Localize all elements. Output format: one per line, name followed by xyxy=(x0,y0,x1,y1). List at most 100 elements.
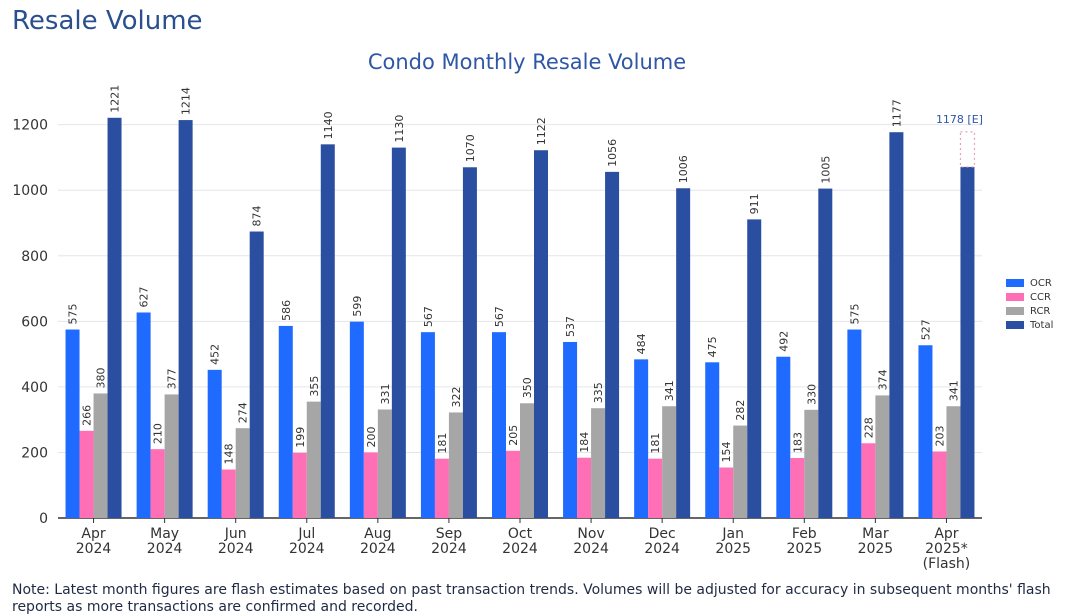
legend-swatch-total xyxy=(1006,321,1024,329)
bar-ccr xyxy=(719,467,734,518)
data-label-rcr: 282 xyxy=(734,400,747,421)
x-tick-label-line: (Flash) xyxy=(923,556,971,572)
bar-ccr xyxy=(221,469,236,518)
data-label-total: 1122 xyxy=(535,117,548,145)
bar-rcr xyxy=(520,403,534,518)
x-tick-label-line: 2024 xyxy=(502,541,538,557)
bar-total xyxy=(960,166,975,518)
bar-ccr xyxy=(292,452,307,518)
x-tick-label-line: Feb xyxy=(792,526,817,542)
bar-total xyxy=(178,120,193,519)
x-tick-label: Mar 2025 xyxy=(858,526,894,557)
x-tick-label-line: Mar xyxy=(862,526,889,542)
data-label-rcr: 350 xyxy=(521,377,534,398)
data-label-rcr: 274 xyxy=(237,402,250,423)
bar-total xyxy=(107,117,122,519)
data-label-ccr: 210 xyxy=(152,423,165,444)
x-tick-label-line: Oct xyxy=(508,526,533,542)
bar-ocr xyxy=(420,332,435,518)
bar-ocr xyxy=(278,325,293,518)
x-tick-label-line: 2025 xyxy=(858,541,894,557)
x-tick-label-line: 2024 xyxy=(360,541,396,557)
data-label-ccr: 184 xyxy=(578,432,591,453)
bar-rcr xyxy=(946,406,961,518)
data-label-rcr: 335 xyxy=(592,382,605,403)
bar-rcr xyxy=(875,395,890,518)
chart-title: Condo Monthly Resale Volume xyxy=(367,50,687,74)
legend-label-total: Total xyxy=(1029,320,1053,331)
data-label-ocr: 575 xyxy=(67,304,80,325)
bar-rcr xyxy=(804,409,819,518)
data-label-ocr: 452 xyxy=(209,344,222,365)
data-label-rcr: 380 xyxy=(95,367,108,388)
bar-ccr xyxy=(434,458,449,518)
y-tick-label: 0 xyxy=(39,511,48,527)
bar-ccr xyxy=(932,451,947,518)
data-label-total: 1056 xyxy=(606,139,619,167)
data-label-ccr: 203 xyxy=(933,425,946,446)
data-label-ccr: 266 xyxy=(81,405,94,426)
x-tick-label-line: 2024 xyxy=(289,541,325,557)
data-label-total: 1140 xyxy=(322,111,335,139)
legend-swatch-rcr xyxy=(1006,307,1024,315)
bar-ccr xyxy=(79,430,94,518)
bar-ccr xyxy=(648,458,663,518)
y-tick-label: 600 xyxy=(21,314,48,330)
legend-swatch-ccr xyxy=(1006,293,1024,301)
bar-ccr xyxy=(577,457,592,518)
estimate-label: 1178 [E] xyxy=(936,113,983,126)
data-label-total: 1070 xyxy=(464,134,477,162)
data-label-total: 1214 xyxy=(180,87,193,115)
bar-total xyxy=(249,231,264,518)
x-tick-label-line: Sep xyxy=(436,526,463,542)
bar-ocr xyxy=(847,329,862,518)
data-label-rcr: 341 xyxy=(663,380,676,401)
data-label-ocr: 627 xyxy=(138,286,151,307)
data-label-rcr: 377 xyxy=(166,368,179,389)
bar-ocr xyxy=(705,362,720,518)
bar-ocr xyxy=(207,369,222,518)
data-label-ocr: 527 xyxy=(919,319,932,340)
x-tick-label-line: 2025 xyxy=(786,541,822,557)
data-label-total: 911 xyxy=(748,193,761,214)
data-label-ocr: 567 xyxy=(493,306,506,327)
x-tick-label: Nov 2024 xyxy=(573,526,609,557)
data-label-ccr: 148 xyxy=(223,443,236,464)
bar-ocr xyxy=(563,341,578,518)
bar-rcr xyxy=(306,401,321,518)
x-tick-label: Apr 2025* (Flash) xyxy=(923,526,971,572)
bar-rcr xyxy=(164,394,179,518)
data-label-ccr: 205 xyxy=(507,425,520,446)
data-label-ccr: 199 xyxy=(294,427,307,448)
bar-ocr xyxy=(918,345,933,518)
bar-rcr xyxy=(591,408,606,518)
bar-rcr xyxy=(377,409,392,518)
data-label-ocr: 575 xyxy=(848,304,861,325)
x-tick-label-line: 2024 xyxy=(644,541,680,557)
bar-total xyxy=(818,188,833,519)
bar-total xyxy=(320,144,335,519)
bar-ccr xyxy=(506,450,520,518)
bar-rcr xyxy=(733,425,748,518)
data-label-total: 1177 xyxy=(890,99,903,127)
bar-ccr xyxy=(790,458,805,518)
bar-total xyxy=(534,150,548,518)
x-tick-label-line: 2024 xyxy=(218,541,254,557)
data-label-ocr: 599 xyxy=(351,296,364,317)
x-tick-label: Jul 2024 xyxy=(289,526,325,557)
data-label-total: 1221 xyxy=(109,85,122,113)
bar-total xyxy=(391,147,406,518)
bar-ocr xyxy=(634,359,649,518)
data-label-ocr: 537 xyxy=(564,316,577,337)
data-label-rcr: 322 xyxy=(450,386,463,407)
bar-rcr xyxy=(448,412,463,518)
data-label-total: 1005 xyxy=(819,156,832,184)
x-tick-label-line: Dec xyxy=(649,526,676,542)
x-tick-label: Oct 2024 xyxy=(502,526,538,557)
bar-total xyxy=(676,188,691,518)
bar-ccr xyxy=(363,452,378,518)
data-label-rcr: 374 xyxy=(876,369,889,390)
x-tick-label-line: Apr xyxy=(81,526,105,542)
page-title: Resale Volume xyxy=(12,6,203,36)
